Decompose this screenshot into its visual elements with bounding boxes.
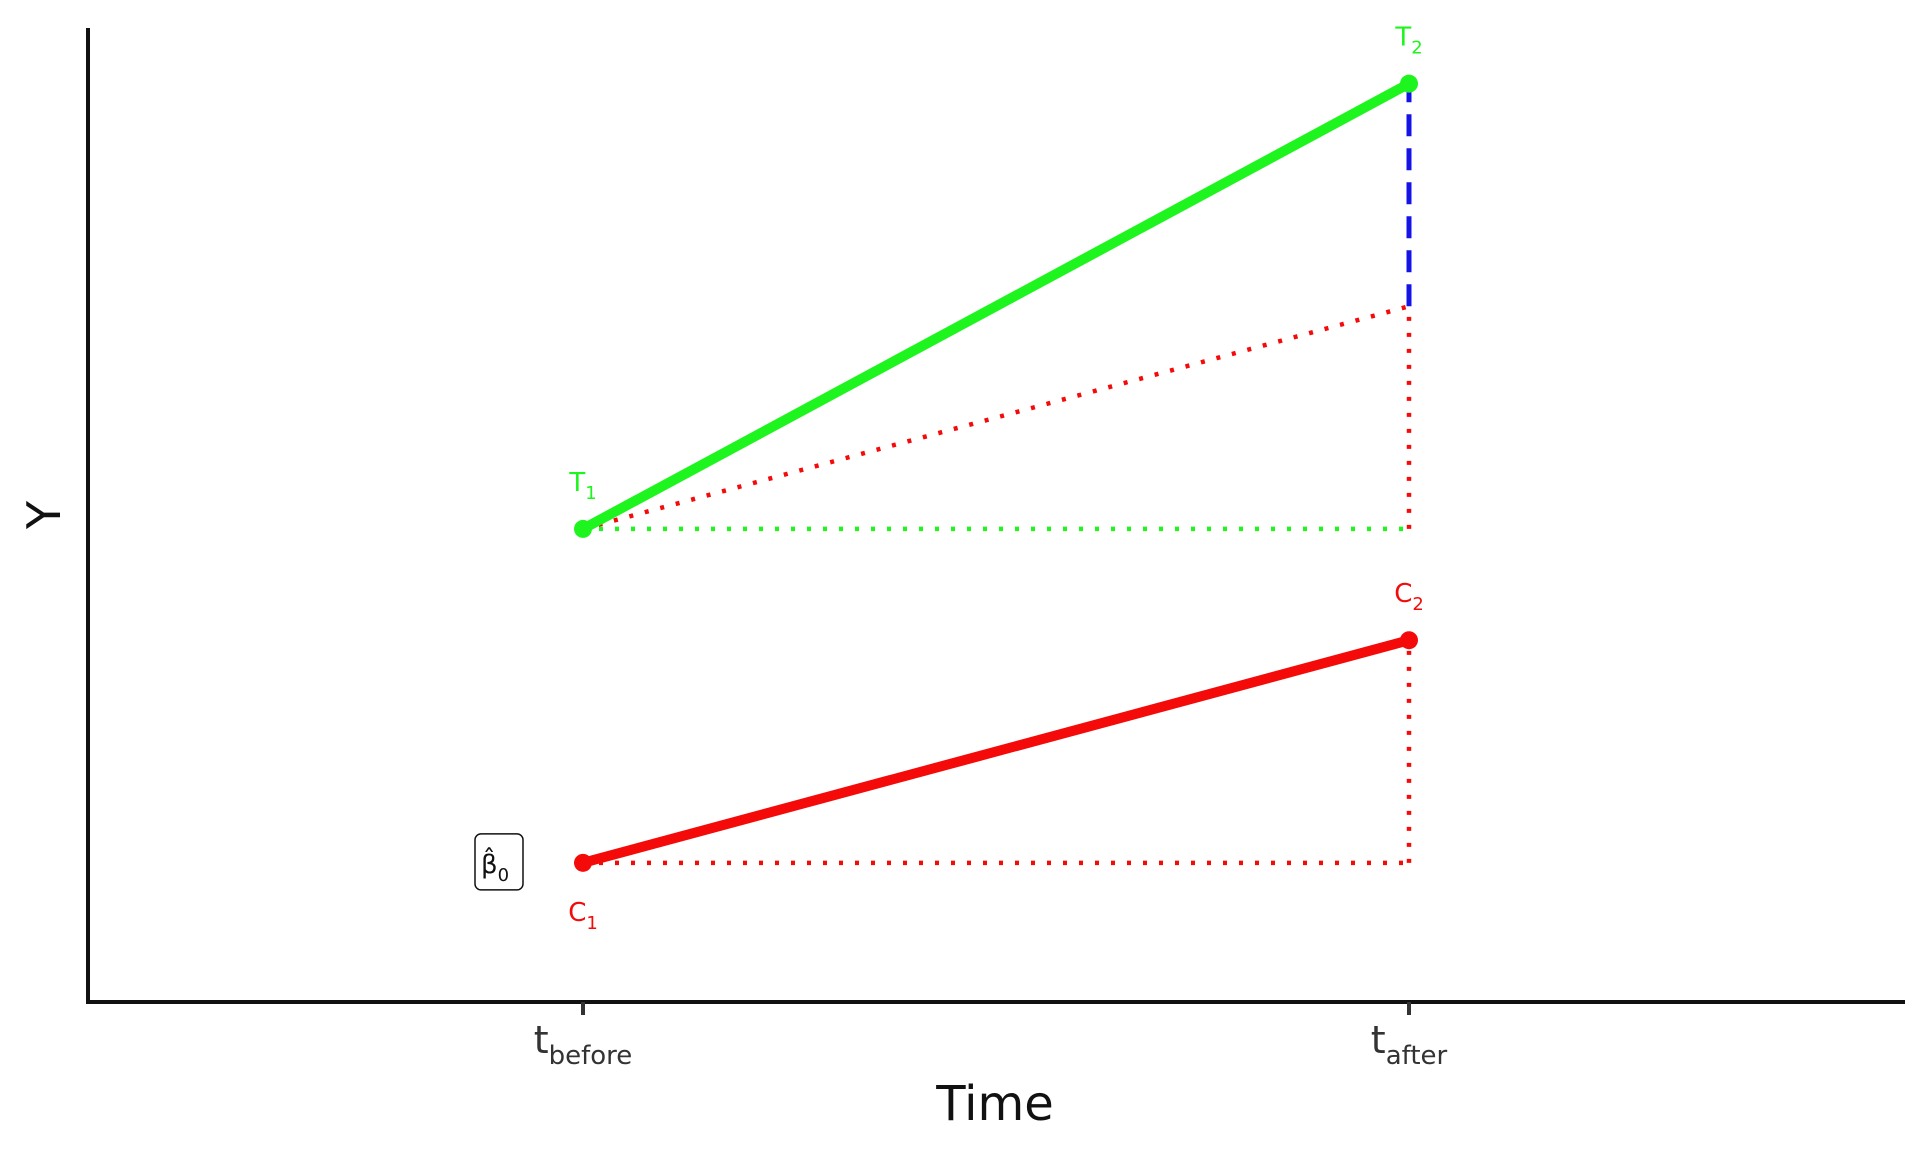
x-tick-label-1: tbefore bbox=[534, 1018, 633, 1071]
point-control-2 bbox=[1400, 631, 1418, 650]
axes bbox=[86, 28, 1905, 1004]
x-axis-title: Time bbox=[935, 1076, 1053, 1132]
beta-annotation-box bbox=[474, 833, 524, 891]
y-axis-title: Y bbox=[17, 500, 71, 530]
point-label-treatment-1: T1 bbox=[568, 468, 596, 504]
point-treatment-2 bbox=[1400, 74, 1418, 93]
guide-counterfactual-trend bbox=[582, 304, 1410, 532]
x-tick-label-2: tafter bbox=[1371, 1018, 1448, 1071]
point-treatment-1 bbox=[574, 519, 592, 538]
series-line-treatment bbox=[578, 78, 1414, 534]
x-ticks: tbefore tafter bbox=[534, 1002, 1448, 1071]
point-control-1 bbox=[574, 853, 592, 872]
point-label-control-1: C1 bbox=[568, 898, 598, 934]
point-label-control-2: C2 bbox=[1394, 579, 1424, 615]
series-line-control bbox=[578, 635, 1414, 868]
series-points bbox=[574, 74, 1418, 872]
point-labels: T1 T2 C1 C2 bbox=[568, 23, 1424, 934]
beta-annotation-text: β̂0 bbox=[481, 846, 509, 886]
beta-annotation: β̂0 bbox=[474, 833, 524, 891]
point-label-treatment-2: T2 bbox=[1394, 23, 1422, 59]
series-lines bbox=[578, 78, 1414, 868]
guide-lines bbox=[582, 83, 1412, 866]
